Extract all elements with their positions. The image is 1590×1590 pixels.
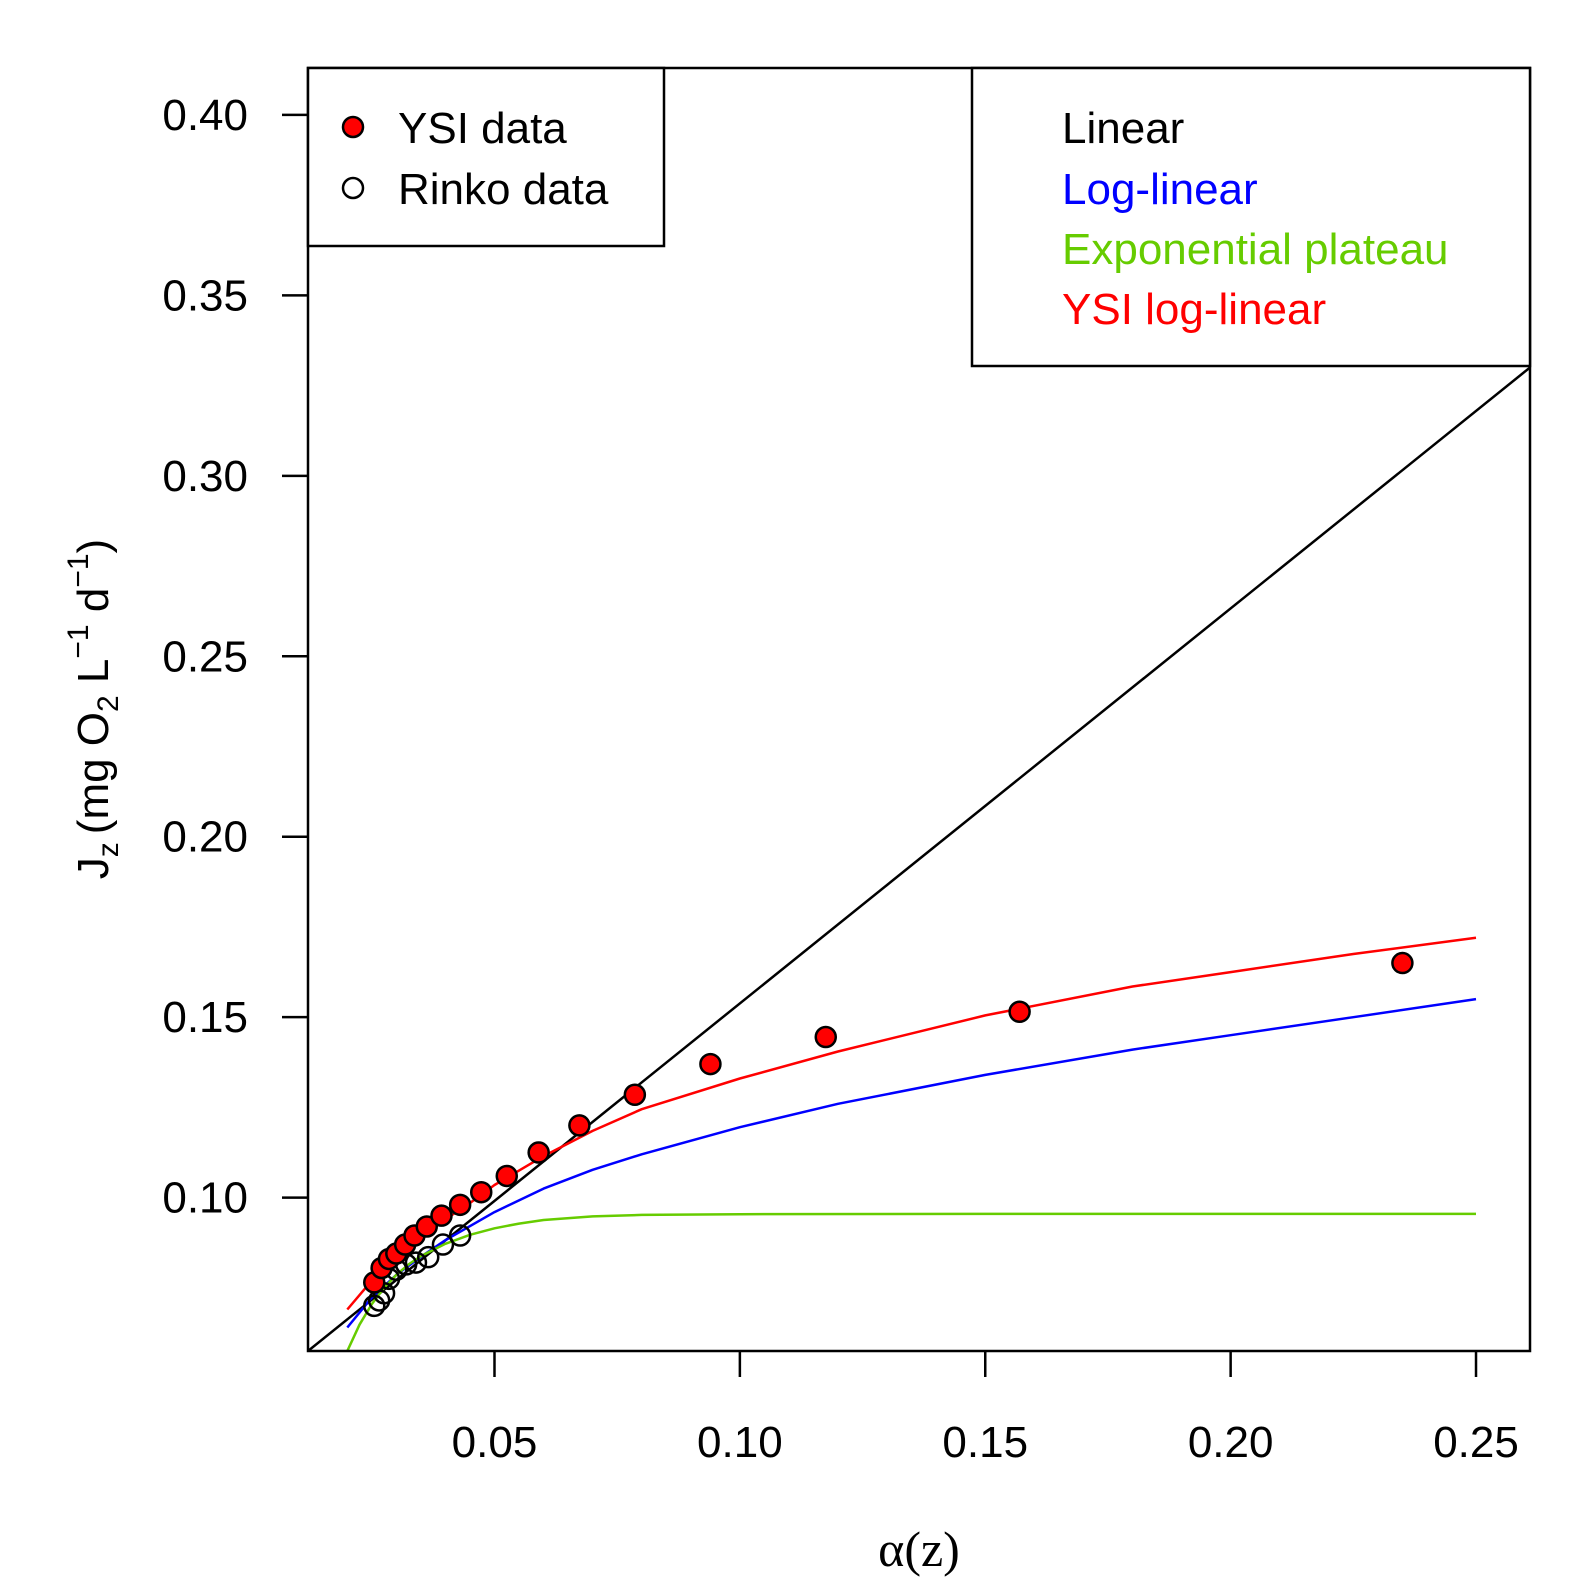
y-tick-label-6: 0.40 [162, 91, 248, 140]
legend-ysi-marker [341, 115, 365, 139]
y-title-units-2: L [69, 659, 118, 696]
point-rinko-data-6 [404, 1251, 428, 1274]
y-tick-label-1: 0.15 [162, 993, 248, 1042]
x-tick-label-4: 0.25 [1433, 1418, 1519, 1467]
legend-ysiloglinear-label: YSI log-linear [1062, 285, 1326, 334]
y-tick-label-4: 0.30 [162, 452, 248, 501]
point-ysi-data-16 [1008, 1000, 1031, 1024]
legend-rinko-marker [341, 176, 365, 200]
x-tick-label-1: 0.10 [697, 1418, 783, 1467]
y-title-units-0: (mg O [69, 712, 118, 834]
point-ysi-data-12 [568, 1114, 591, 1137]
y-title-units-1: 2 [92, 695, 125, 712]
point-ysi-data-8 [448, 1193, 472, 1217]
y-title-units-3: −1 [62, 624, 95, 658]
y-title-sub: z [92, 842, 125, 857]
legend-linear-label: Linear [1062, 104, 1184, 153]
point-ysi-data-11 [527, 1141, 550, 1164]
legend-expplateau-label: Exponential plateau [1062, 225, 1449, 274]
point-rinko-data-9 [448, 1224, 472, 1247]
x-tick-label-0: 0.05 [452, 1418, 538, 1467]
point-ysi-data-6 [415, 1215, 439, 1238]
series-line-log-linear [346, 997, 1477, 1329]
point-ysi-data-10 [495, 1164, 519, 1188]
point-rinko-data-8 [431, 1233, 455, 1256]
point-rinko-data-7 [416, 1245, 440, 1269]
legend-loglinear-label: Log-linear [1062, 165, 1258, 214]
x-tick-label-3: 0.20 [1188, 1418, 1274, 1467]
y-title-base: J [69, 857, 118, 879]
fit-lines [308, 366, 1530, 1351]
point-ysi-data-15 [814, 1025, 838, 1049]
y-axis: 0.10 0.15 0.20 0.25 0.30 0.35 0.40 [162, 91, 308, 1223]
y-title-units-6: ) [69, 539, 118, 554]
legend-lines-box [970, 66, 1532, 368]
legend-points-box [306, 66, 666, 248]
y-title-units-4: d [69, 588, 118, 625]
y-axis-title: Jz(mg O2 L−1 d−1) [62, 539, 125, 879]
y-tick-label-3: 0.25 [162, 632, 248, 681]
point-ysi-data-13 [623, 1083, 647, 1107]
point-ysi-data-17 [1391, 951, 1414, 975]
legend-lines: Linear Log-linear Exponential plateau YS… [970, 66, 1532, 368]
series-line-exponential-plateau [346, 1212, 1476, 1351]
point-ysi-data-7 [430, 1204, 453, 1227]
series-line-linear [308, 366, 1530, 1351]
legend-points: YSI data Rinko data [306, 66, 666, 248]
x-axis-title: α(z) [878, 1521, 960, 1577]
point-ysi-data-14 [699, 1052, 722, 1076]
series-line-ysi-log-linear [346, 936, 1477, 1311]
legend-ysi-label: YSI data [398, 104, 567, 153]
y-tick-label-2: 0.20 [162, 813, 248, 862]
legend-rinko-label: Rinko data [398, 165, 609, 214]
x-tick-label-2: 0.15 [942, 1418, 1028, 1467]
plot-frame [306, 66, 1532, 1353]
y-tick-label-5: 0.35 [162, 271, 248, 320]
x-axis: 0.05 0.10 0.15 0.20 0.25 [452, 1351, 1519, 1467]
y-tick-label-0: 0.10 [162, 1174, 248, 1223]
data-points [363, 951, 1414, 1318]
point-ysi-data-9 [469, 1180, 493, 1204]
y-title-units-5: −1 [62, 553, 95, 587]
